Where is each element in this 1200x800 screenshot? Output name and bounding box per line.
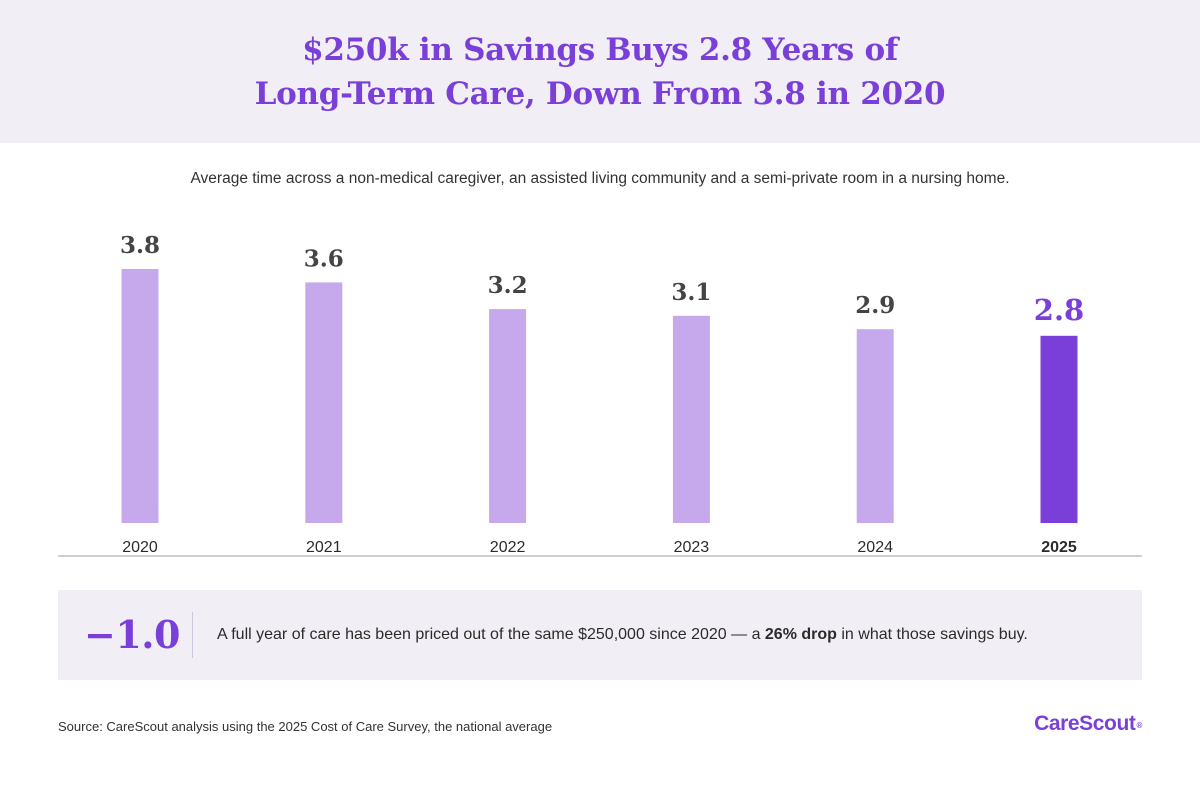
x-tick-label-2020: 2020 <box>122 539 158 556</box>
logo-text: CareScout <box>1034 712 1136 735</box>
header-band: $250k in Savings Buys 2.8 Years of Long-… <box>0 0 1200 143</box>
bar-chart: 3.8 2020 3.6 2021 3.2 2022 3.1 2023 2.9 2024 2.8 20… <box>58 232 1142 557</box>
bar-2024 <box>856 329 894 523</box>
bar-2020 <box>121 269 159 523</box>
x-tick-label-2021: 2021 <box>306 539 342 556</box>
x-tick-label-2023: 2023 <box>674 539 710 556</box>
x-tick-label-2022: 2022 <box>490 539 526 556</box>
bar-2023 <box>672 315 710 523</box>
value-label-2025: 2.8 <box>1034 293 1084 327</box>
carescout-logo: CareScout® <box>1034 710 1142 738</box>
source-note: Source: CareScout analysis using the 202… <box>58 719 553 734</box>
value-label-2020: 3.8 <box>120 232 160 259</box>
registered-mark: ® <box>1136 721 1143 730</box>
callout-text: A full year of care has been priced out … <box>217 624 1117 646</box>
callout-text-after: in what those savings buy. <box>836 626 1028 643</box>
callout-text-before: A full year of care has been priced out … <box>217 626 765 643</box>
chart-subtitle: Average time across a non-medical caregi… <box>190 170 1010 187</box>
x-tick-label-2024: 2024 <box>857 539 893 556</box>
value-label-2022: 3.2 <box>488 272 528 299</box>
chart-title-line-1: $250k in Savings Buys 2.8 Years of <box>302 32 898 68</box>
callout-divider <box>192 612 193 658</box>
bar-2025 <box>1040 335 1078 523</box>
bar-2022 <box>489 309 527 523</box>
chart-title-line-2: Long-Term Care, Down From 3.8 in 2020 <box>254 76 946 112</box>
value-label-2024: 2.9 <box>855 292 895 319</box>
value-label-2021: 3.6 <box>304 245 344 272</box>
value-label-2023: 3.1 <box>671 279 711 306</box>
bar-2021 <box>305 282 343 523</box>
x-tick-label-2025: 2025 <box>1041 539 1077 556</box>
chart-title: $250k in Savings Buys 2.8 Years of Long-… <box>0 28 1200 116</box>
callout-panel: −1.0 A full year of care has been priced… <box>58 590 1142 680</box>
callout-text-bold: 26% drop <box>764 626 837 643</box>
callout-value: −1.0 <box>84 612 180 657</box>
